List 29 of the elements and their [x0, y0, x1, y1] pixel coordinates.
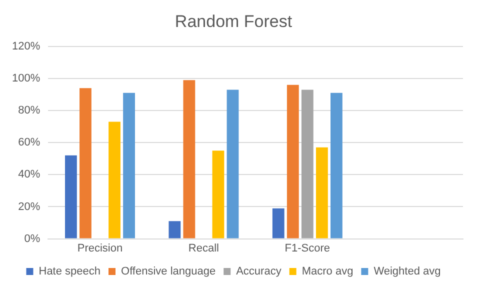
legend-label: Macro avg	[302, 266, 354, 278]
y-tick-label: 40%	[18, 168, 40, 181]
bar	[316, 147, 328, 238]
bar	[65, 155, 77, 238]
bar	[212, 150, 224, 238]
legend-label: Accuracy	[236, 266, 282, 278]
bar	[286, 84, 299, 238]
bar	[108, 122, 120, 238]
legend-label: Weighted avg	[374, 266, 441, 278]
x-tick-label: Recall	[188, 242, 219, 254]
y-tick-label: 20%	[18, 200, 40, 213]
bar	[330, 92, 342, 238]
bar	[272, 208, 284, 238]
chart-title: Random Forest	[174, 12, 292, 31]
x-tick-label: F1-Score	[284, 242, 330, 254]
legend-label: Offensive language	[121, 266, 216, 278]
x-tick-label: Precision	[77, 242, 123, 254]
bar	[123, 92, 135, 238]
bar	[301, 90, 314, 238]
y-tick-label: 0%	[24, 232, 40, 245]
bar	[183, 80, 196, 238]
y-tick-label: 60%	[18, 136, 40, 149]
bar	[168, 221, 181, 238]
bar	[226, 90, 239, 238]
legend-label: Hate speech	[38, 266, 101, 278]
y-tick-label: 100%	[12, 72, 40, 84]
y-tick-label: 80%	[18, 104, 40, 117]
y-tick-label: 120%	[12, 40, 40, 52]
bar	[80, 88, 92, 238]
